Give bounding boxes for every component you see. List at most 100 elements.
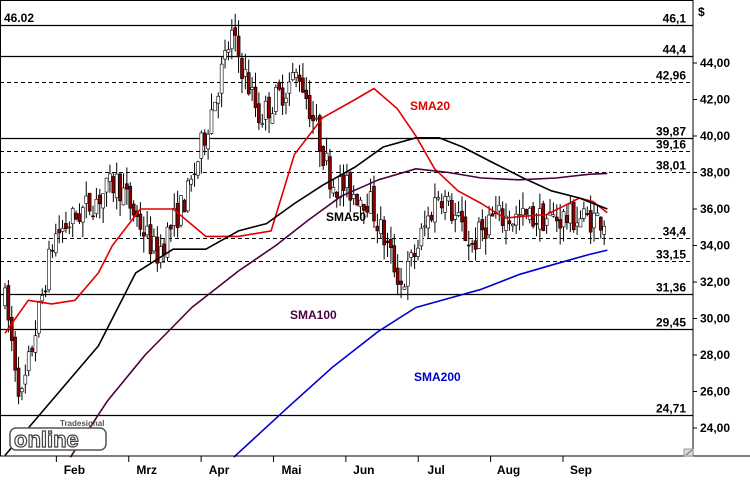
candle xyxy=(362,203,366,225)
candle-body xyxy=(216,95,221,104)
candle-body xyxy=(544,218,549,226)
candle-body xyxy=(192,173,197,176)
candle-body xyxy=(267,96,271,119)
candle-body xyxy=(365,205,370,213)
candle-body xyxy=(230,29,234,50)
candle-body xyxy=(348,171,353,201)
candle xyxy=(91,205,95,221)
candle xyxy=(551,202,556,218)
candle xyxy=(16,356,21,405)
candle xyxy=(246,59,251,96)
candle xyxy=(169,224,173,242)
candle xyxy=(456,201,461,218)
candle-body xyxy=(314,117,319,120)
candle xyxy=(26,345,31,377)
y-tick-label: 34,00 xyxy=(700,239,730,253)
candle-body xyxy=(37,301,41,334)
candle xyxy=(145,211,149,239)
candle xyxy=(284,92,288,115)
candle-body xyxy=(202,132,207,146)
candle-body xyxy=(331,187,336,194)
candle xyxy=(480,209,485,242)
candle-body xyxy=(57,229,61,234)
candle-body xyxy=(582,208,586,219)
candle xyxy=(226,41,231,61)
x-month-label: Jul xyxy=(428,463,445,477)
candle xyxy=(33,320,38,362)
candle-body xyxy=(399,280,403,285)
candle-body xyxy=(304,89,309,100)
candle xyxy=(324,137,329,166)
candle xyxy=(118,172,122,216)
candle xyxy=(158,234,163,269)
candle-body xyxy=(554,216,559,222)
candle xyxy=(199,130,204,174)
candle-body xyxy=(40,295,45,302)
candle-body xyxy=(510,223,515,227)
candle xyxy=(263,95,268,131)
x-month-label: Aug xyxy=(497,463,520,477)
candle xyxy=(307,80,312,128)
candle-body xyxy=(152,236,156,252)
candle-body xyxy=(91,215,95,218)
candle-body xyxy=(385,240,390,244)
candle-body xyxy=(253,86,258,109)
candle xyxy=(172,193,177,237)
candle xyxy=(341,164,346,207)
candle xyxy=(290,62,295,82)
candle xyxy=(450,193,454,224)
x-month-label: Feb xyxy=(64,463,85,477)
candle xyxy=(473,227,478,261)
candle xyxy=(507,210,512,231)
candle-body xyxy=(13,336,17,371)
candle-body xyxy=(375,225,380,232)
candle xyxy=(152,228,156,254)
candle-body xyxy=(538,208,542,230)
candle-body xyxy=(453,214,458,220)
candle-body xyxy=(121,187,126,206)
candle-body xyxy=(145,225,149,236)
candle-body xyxy=(33,335,38,353)
candle xyxy=(6,280,11,333)
candle-body xyxy=(257,103,261,124)
candle xyxy=(578,210,583,228)
level-label: 29,45 xyxy=(656,316,686,330)
candle-body xyxy=(87,192,92,212)
candle xyxy=(287,72,292,106)
candle-body xyxy=(392,245,397,273)
candle xyxy=(463,200,468,242)
candle xyxy=(416,239,420,261)
moving-averages xyxy=(4,87,608,458)
candle xyxy=(378,206,383,239)
candle xyxy=(3,283,7,310)
candle-body xyxy=(182,199,187,213)
candle xyxy=(53,223,58,257)
candle-body xyxy=(175,202,180,228)
candle xyxy=(40,288,45,305)
candle xyxy=(433,183,437,233)
candle-body xyxy=(128,185,133,209)
candle xyxy=(294,68,298,88)
candle-body xyxy=(155,236,160,264)
candle-body xyxy=(301,77,305,93)
sma200-label: SMA200 xyxy=(414,370,461,384)
candle xyxy=(64,211,68,233)
candle-body xyxy=(47,248,51,291)
candle-body xyxy=(514,213,518,226)
candle xyxy=(365,193,370,218)
candle xyxy=(233,13,237,52)
candle-body xyxy=(270,113,275,124)
candle xyxy=(470,239,474,253)
candle xyxy=(277,79,282,92)
candle-body xyxy=(355,194,359,206)
candle xyxy=(521,192,525,226)
candle xyxy=(179,194,183,228)
candle-body xyxy=(250,87,254,90)
candle-body xyxy=(297,74,302,82)
candle xyxy=(595,205,600,216)
candle-body xyxy=(158,246,163,263)
candle-body xyxy=(165,226,170,258)
candle-body xyxy=(527,207,532,220)
candle-body xyxy=(504,215,508,231)
